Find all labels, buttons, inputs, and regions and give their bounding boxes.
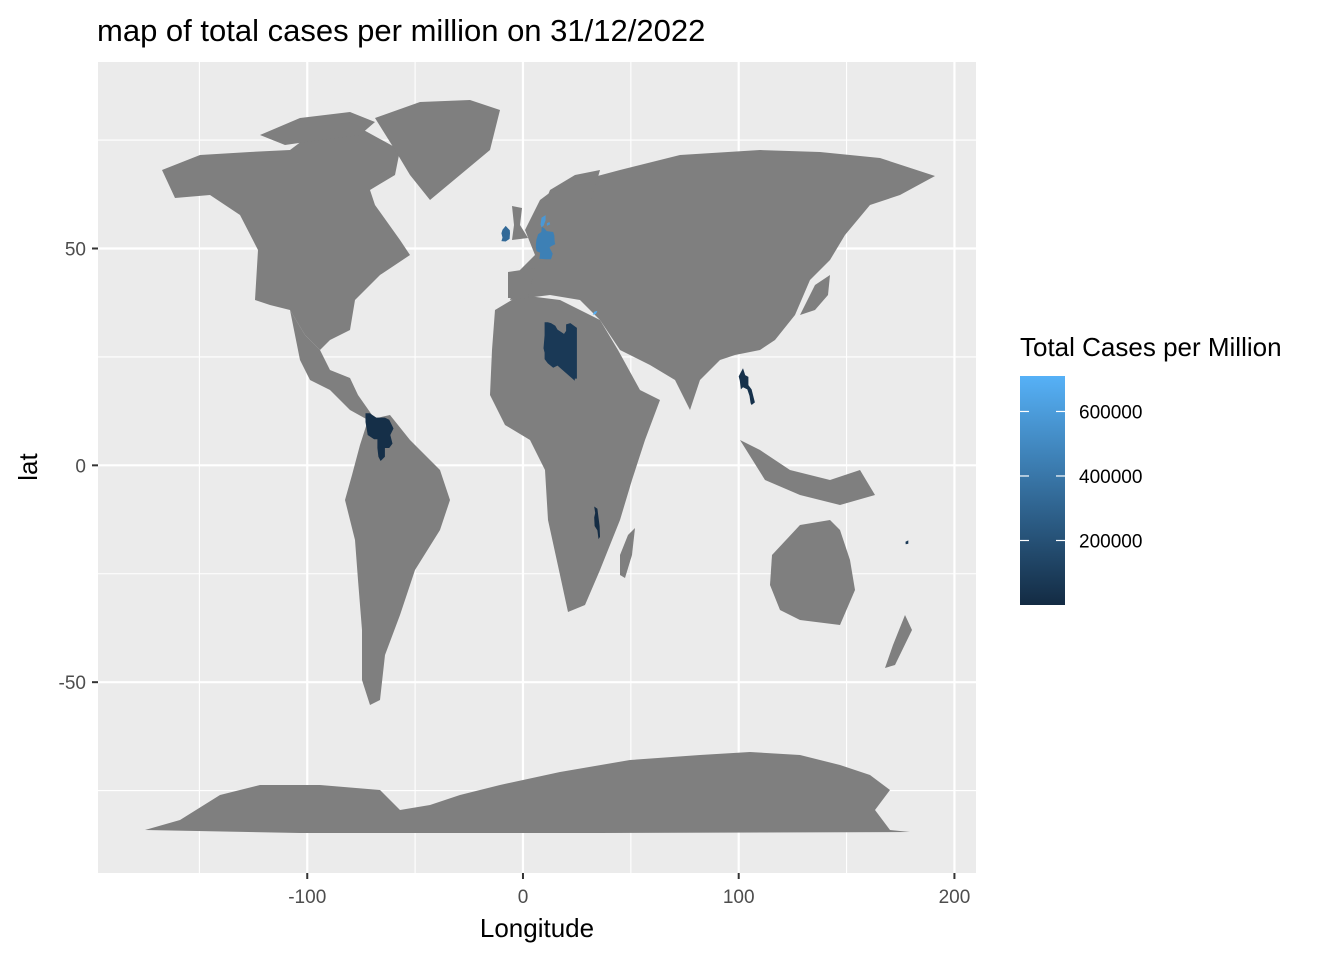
x-tick-label: -100 xyxy=(288,887,326,908)
y-axis-title: lat xyxy=(13,452,43,480)
land-north-america xyxy=(162,128,410,350)
region-venezuela xyxy=(365,413,394,461)
land-scandinavia xyxy=(540,170,600,240)
legend-colorbar xyxy=(1020,376,1065,605)
chart-title: map of total cases per million on 31/12/… xyxy=(97,13,705,48)
land-great-britain xyxy=(512,206,528,240)
land-central-america xyxy=(290,310,372,420)
land-japan xyxy=(800,275,830,315)
land-southeast-asia xyxy=(740,440,875,505)
land-antarctica xyxy=(145,752,910,833)
land-masses xyxy=(145,100,935,833)
region-ireland xyxy=(501,225,510,242)
region-laos xyxy=(738,368,755,405)
legend-break-label: 600000 xyxy=(1079,402,1142,423)
region-germany xyxy=(535,226,556,260)
region-cyprus xyxy=(592,310,598,315)
x-axis-title: Longitude xyxy=(480,913,594,943)
y-tick-label: -50 xyxy=(59,673,86,694)
x-tick-label: 0 xyxy=(518,887,529,908)
land-madagascar xyxy=(620,528,635,578)
land-south-america xyxy=(345,415,450,705)
x-tick-label: 200 xyxy=(939,887,971,908)
land-greenland xyxy=(375,100,500,200)
region-fiji xyxy=(905,540,909,545)
legend-break-label: 400000 xyxy=(1079,467,1142,488)
region-sjaelland xyxy=(546,222,551,226)
land-arctic-islands xyxy=(260,112,375,145)
highlighted-countries xyxy=(365,215,909,545)
y-tick-label: 0 xyxy=(75,456,86,477)
legend-breaks: 600000 400000 200000 xyxy=(1020,402,1142,552)
land-australia xyxy=(770,520,855,625)
legend-title: Total Cases per Million xyxy=(1020,332,1282,362)
land-africa xyxy=(490,295,660,612)
axis-tick-labels: -100 0 100 200 50 0 -50 xyxy=(59,239,971,908)
region-malawi xyxy=(594,506,600,540)
land-iberia xyxy=(508,268,535,298)
land-eurasia xyxy=(510,150,935,410)
legend-break-label: 200000 xyxy=(1079,531,1142,552)
color-legend: Total Cases per Million 600000 400000 2000… xyxy=(1020,332,1282,605)
x-tick-label: 100 xyxy=(723,887,755,908)
y-tick-label: 50 xyxy=(65,239,86,260)
axis-ticks xyxy=(92,247,956,879)
region-denmark xyxy=(540,215,546,228)
land-new-zealand xyxy=(885,615,912,668)
region-libya xyxy=(543,322,577,381)
